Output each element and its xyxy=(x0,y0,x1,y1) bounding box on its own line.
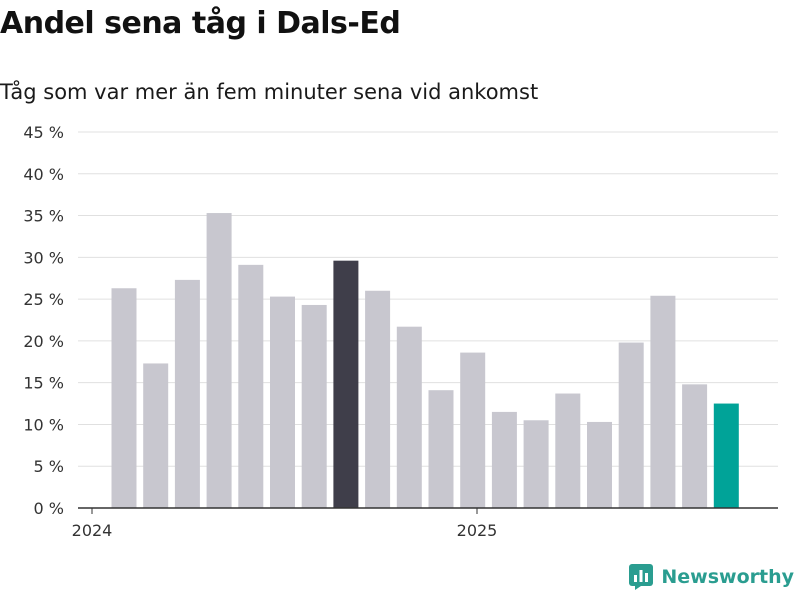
bar xyxy=(428,390,454,508)
bar-chart: 0 % 5 % 10 % 15 % 20 % 25 % 30 % 35 % 40 % 45 % 20… xyxy=(23,123,778,540)
axes: 0 % 5 % 10 % 15 % 20 % 25 % 30 % 35 % 40 % 45 % 20… xyxy=(23,123,778,540)
y-tick-label: 15 % xyxy=(23,374,64,393)
bar xyxy=(713,403,739,508)
chart-subtitle: Tåg som var mer än fem minuter sena vid … xyxy=(0,80,539,104)
bar xyxy=(587,421,612,508)
brand-logo: Newsworthy xyxy=(629,564,794,590)
bars xyxy=(111,213,739,508)
bar xyxy=(650,295,676,508)
bar xyxy=(555,393,581,508)
y-tick-label: 35 % xyxy=(23,207,64,226)
bar xyxy=(333,260,359,508)
bar xyxy=(365,290,391,508)
bar xyxy=(618,342,644,508)
chart-title: Andel sena tåg i Dals-Ed xyxy=(0,6,401,41)
y-tick-label: 30 % xyxy=(23,248,64,267)
bar xyxy=(206,213,232,508)
bar xyxy=(238,264,264,508)
bar xyxy=(270,296,295,508)
y-tick-label: 40 % xyxy=(23,165,64,184)
y-tick-label: 45 % xyxy=(23,123,64,142)
bar xyxy=(111,288,137,508)
bar xyxy=(460,352,486,508)
x-tick-label: 2024 xyxy=(72,521,113,540)
y-tick-label: 0 % xyxy=(34,499,64,518)
brand-name: Newsworthy xyxy=(661,566,794,588)
bar xyxy=(143,363,169,508)
bar xyxy=(682,384,708,508)
x-tick-label: 2025 xyxy=(457,521,498,540)
y-tick-label: 10 % xyxy=(23,415,64,434)
bar xyxy=(174,279,200,508)
y-tick-label: 25 % xyxy=(23,290,64,309)
bar xyxy=(491,411,517,508)
bar xyxy=(396,326,422,508)
bar xyxy=(301,304,327,508)
bar xyxy=(523,420,549,508)
y-tick-label: 20 % xyxy=(23,332,64,351)
newsworthy-logo-icon xyxy=(629,564,654,590)
y-tick-label: 5 % xyxy=(34,457,64,476)
